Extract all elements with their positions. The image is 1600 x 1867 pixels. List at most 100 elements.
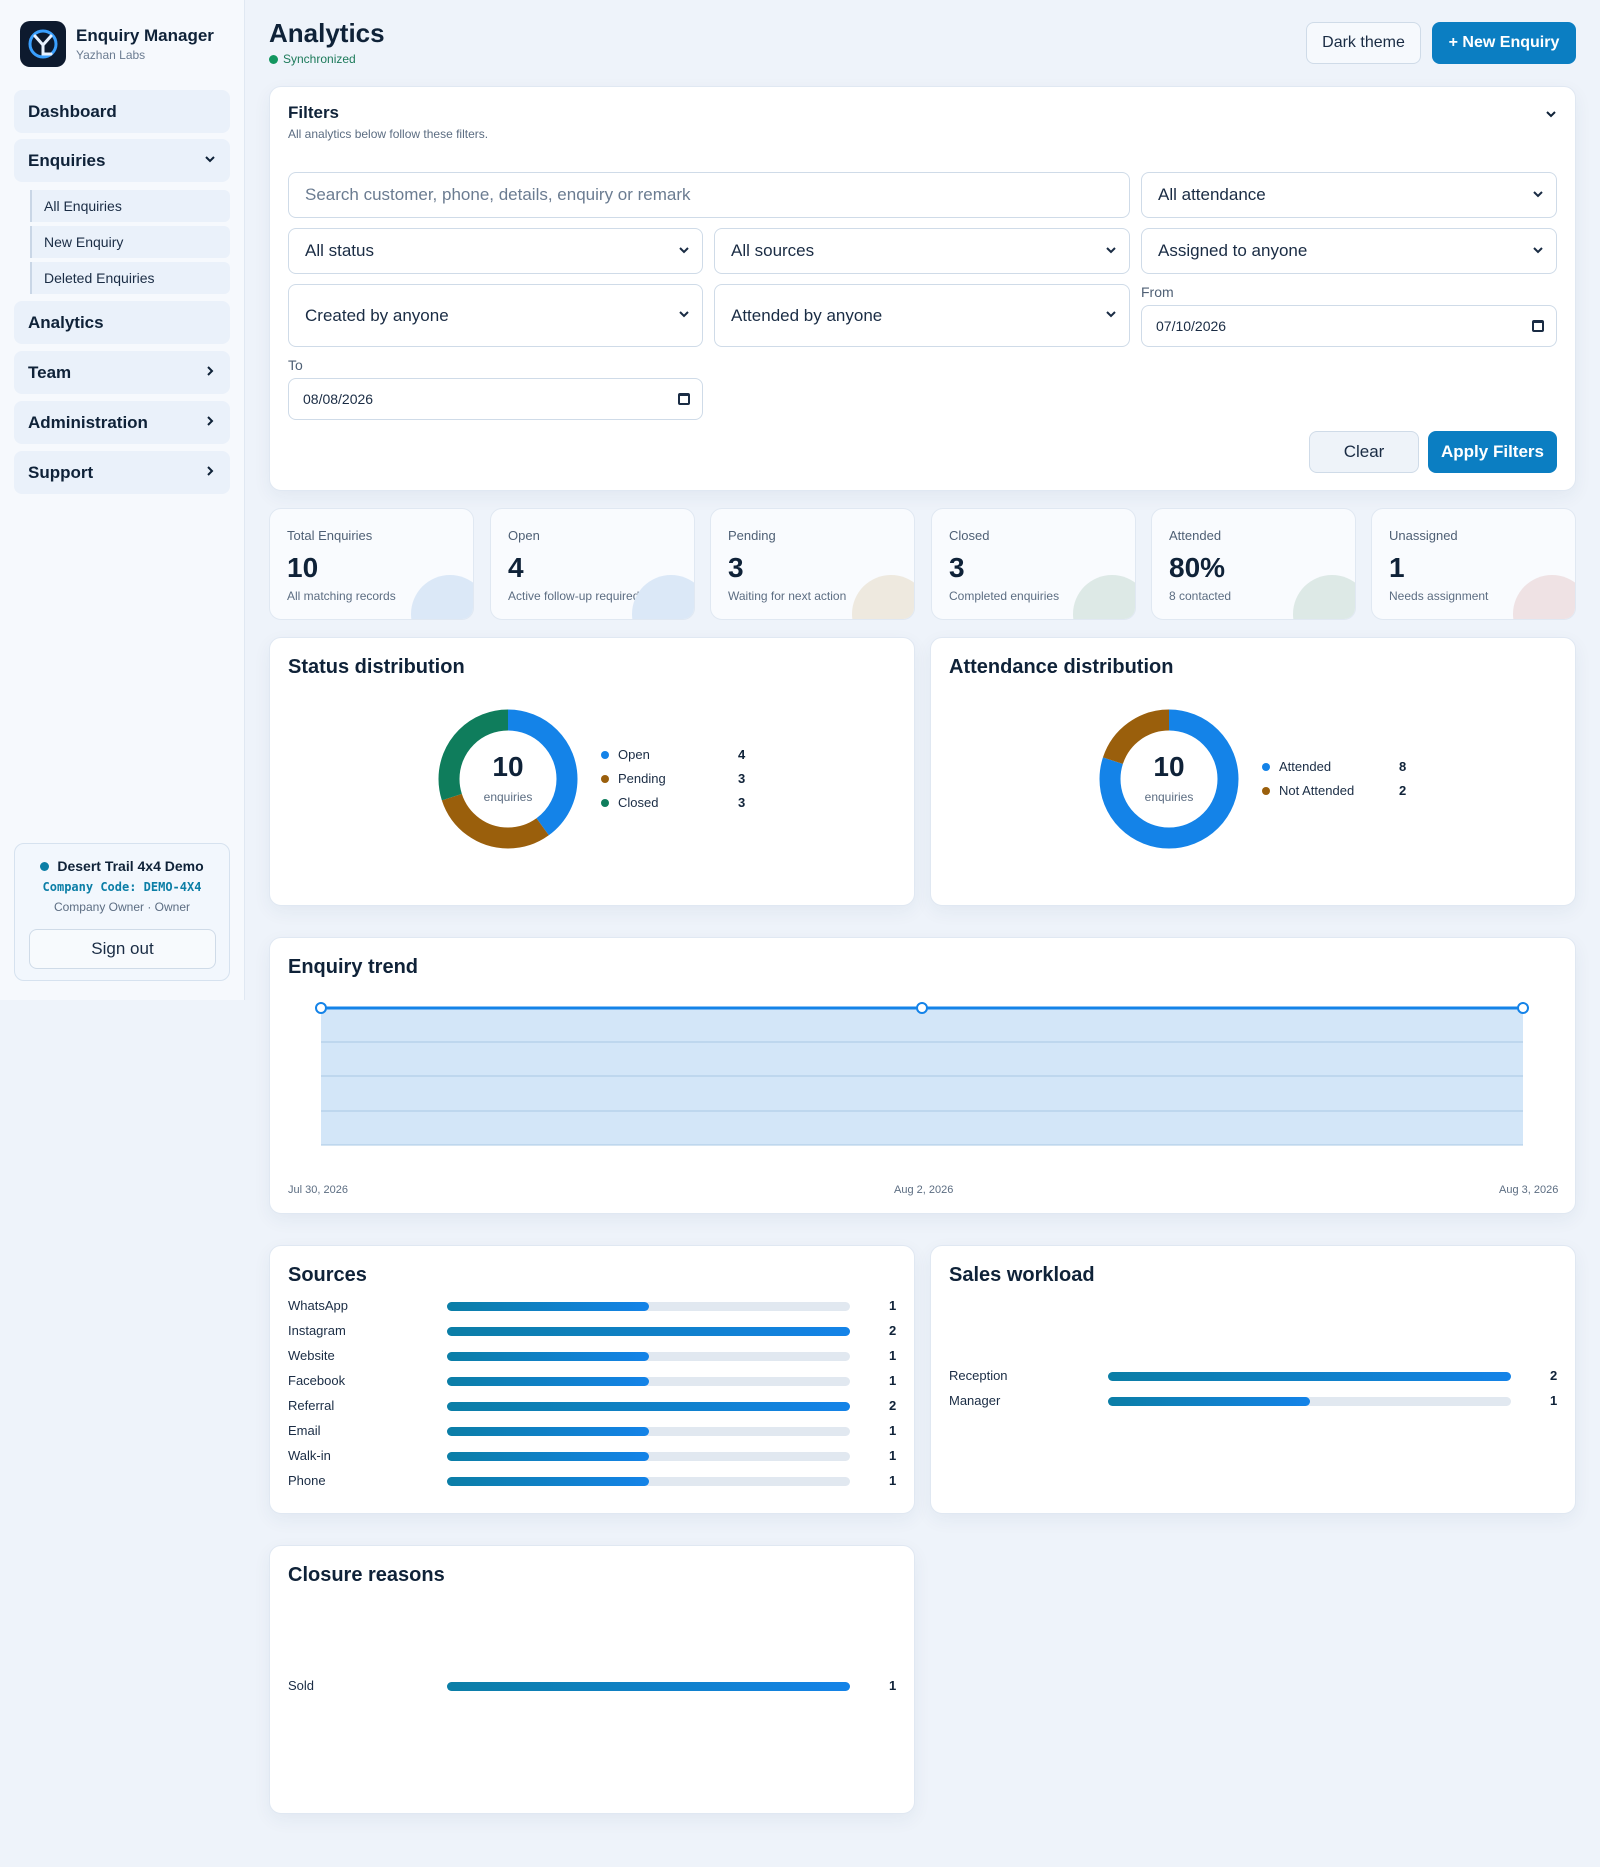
attendance-distribution-title: Attendance distribution bbox=[949, 656, 1174, 678]
stat-card-unassigned: Unassigned 1 Needs assignment bbox=[1371, 508, 1576, 620]
created-by-select-value: Created by anyone bbox=[305, 305, 449, 325]
bar-value: 2 bbox=[889, 1398, 897, 1413]
nav-support[interactable]: Support bbox=[14, 451, 230, 494]
stat-value: 3 bbox=[949, 552, 965, 583]
bar-label: Phone bbox=[288, 1473, 326, 1488]
logo-mark-icon bbox=[28, 29, 58, 59]
apply-filters-button[interactable]: Apply Filters bbox=[1428, 431, 1557, 473]
legend-value: 4 bbox=[738, 747, 746, 762]
brand: Enquiry Manager Yazhan Labs bbox=[20, 21, 214, 67]
company-card: Desert Trail 4x4 Demo Company Code: DEMO… bbox=[14, 843, 230, 981]
status-slice-pending[interactable] bbox=[438, 709, 578, 849]
bar-track bbox=[447, 1477, 850, 1486]
calendar-icon[interactable] bbox=[678, 393, 690, 405]
sources-select[interactable]: All sources bbox=[714, 228, 1130, 274]
stat-label: Unassigned bbox=[1389, 528, 1458, 543]
bar-value: 2 bbox=[889, 1323, 897, 1338]
chevron-down-icon bbox=[1532, 188, 1544, 203]
nav-sub-all-enquiries[interactable]: All Enquiries bbox=[30, 190, 230, 222]
calendar-icon[interactable] bbox=[1532, 320, 1544, 332]
sync-status-label: Synchronized bbox=[283, 52, 356, 66]
nav-sub-deleted-enquiries[interactable]: Deleted Enquiries bbox=[30, 262, 230, 294]
trend-point[interactable] bbox=[315, 1002, 327, 1014]
stat-subtext: Completed enquiries bbox=[949, 589, 1060, 603]
bar-value: 1 bbox=[889, 1373, 897, 1388]
filters-subtitle: All analytics below follow these filters… bbox=[288, 127, 489, 141]
sales-workload-title: Sales workload bbox=[949, 1264, 1095, 1286]
chevron-down-icon bbox=[1532, 244, 1544, 259]
brand-title: Enquiry Manager bbox=[76, 26, 214, 45]
trend-x-label: Aug 2, 2026 bbox=[894, 1184, 954, 1196]
stat-subtext: Needs assignment bbox=[1389, 589, 1489, 603]
bar-track bbox=[447, 1352, 850, 1361]
bar-label: Website bbox=[288, 1348, 335, 1363]
legend-swatch bbox=[601, 750, 609, 759]
assigned-select[interactable]: Assigned to anyone bbox=[1141, 228, 1557, 274]
nav-sub-new-enquiry[interactable]: New Enquiry bbox=[30, 226, 230, 258]
nav-administration[interactable]: Administration bbox=[14, 401, 230, 444]
stat-subtext: Waiting for next action bbox=[728, 589, 847, 603]
sign-out-button[interactable]: Sign out bbox=[29, 929, 216, 969]
bar-label: Walk-in bbox=[288, 1448, 331, 1463]
bar-fill bbox=[1108, 1397, 1310, 1406]
stat-subtext: All matching records bbox=[287, 589, 396, 603]
nav-sub-deleted-enquiries-label: Deleted Enquiries bbox=[44, 270, 155, 286]
nav-dashboard-label: Dashboard bbox=[28, 101, 117, 121]
bar-track bbox=[1108, 1372, 1511, 1381]
legend-item-not-attended: Not Attended bbox=[1262, 783, 1354, 798]
nav-analytics[interactable]: Analytics bbox=[14, 301, 230, 344]
legend-swatch bbox=[601, 774, 609, 783]
bar-value: 1 bbox=[889, 1348, 897, 1363]
stat-value: 80% bbox=[1169, 552, 1226, 583]
stat-card-pending: Pending 3 Waiting for next action bbox=[710, 508, 915, 620]
legend-label: Closed bbox=[618, 795, 659, 810]
bar-fill bbox=[447, 1352, 649, 1361]
to-date-input[interactable]: 08/08/2026 bbox=[288, 378, 703, 420]
stat-label: Attended bbox=[1169, 528, 1222, 543]
stat-decoration bbox=[1293, 575, 1355, 619]
attendance-select[interactable]: All attendance bbox=[1141, 172, 1557, 218]
dark-theme-button[interactable]: Dark theme bbox=[1306, 22, 1421, 64]
company-status-dot bbox=[40, 861, 50, 871]
from-label: From bbox=[1141, 284, 1174, 300]
bar-track bbox=[447, 1682, 850, 1691]
sync-dot bbox=[269, 54, 278, 64]
from-date-input[interactable]: 07/10/2026 bbox=[1141, 305, 1557, 347]
attendance-select-value: All attendance bbox=[1158, 185, 1266, 204]
attendance-donut-total: 10 bbox=[1153, 751, 1185, 782]
trend-point[interactable] bbox=[1517, 1002, 1529, 1014]
bar-fill bbox=[447, 1477, 649, 1486]
stat-card-total: Total Enquiries 10 All matching records bbox=[269, 508, 474, 620]
trend-point[interactable] bbox=[916, 1002, 928, 1014]
bar-label: Reception bbox=[949, 1368, 1008, 1383]
closure-reasons-card: Closure reasons Sold 1 bbox=[269, 1545, 915, 1814]
status-select[interactable]: All status bbox=[288, 228, 703, 274]
bar-track bbox=[447, 1427, 850, 1436]
sales-workload-card: Sales workload Reception 2 Manager 1 bbox=[930, 1245, 1576, 1514]
nav-team[interactable]: Team bbox=[14, 351, 230, 394]
search-input[interactable]: Search customer, phone, details, enquiry… bbox=[288, 172, 1130, 218]
sync-status: Synchronized bbox=[269, 52, 356, 66]
bar-fill bbox=[447, 1427, 649, 1436]
nav-dashboard[interactable]: Dashboard bbox=[14, 90, 230, 133]
attendance-slice-not-attended[interactable] bbox=[1099, 709, 1239, 849]
chevron-down-icon bbox=[1105, 244, 1117, 259]
attended-by-select[interactable]: Attended by anyone bbox=[714, 284, 1130, 347]
attendance-donut bbox=[1099, 709, 1239, 849]
nav-enquiries[interactable]: Enquiries bbox=[14, 139, 230, 182]
stat-label: Total Enquiries bbox=[287, 528, 373, 543]
created-by-select[interactable]: Created by anyone bbox=[288, 284, 703, 347]
legend-label: Open bbox=[618, 747, 650, 762]
chevron-down-icon bbox=[678, 244, 690, 259]
stat-card-attended: Attended 80% 8 contacted bbox=[1151, 508, 1356, 620]
chevron-down-icon[interactable] bbox=[1545, 107, 1557, 124]
bar-fill bbox=[447, 1682, 850, 1691]
bar-label: Manager bbox=[949, 1393, 1001, 1408]
status-slice-closed[interactable] bbox=[438, 709, 578, 849]
bar-value: 1 bbox=[889, 1448, 897, 1463]
stat-value: 10 bbox=[287, 552, 319, 583]
assigned-select-value: Assigned to anyone bbox=[1158, 241, 1308, 260]
sidebar: Enquiry Manager Yazhan Labs Dashboard En… bbox=[0, 0, 245, 1000]
clear-filters-button[interactable]: Clear bbox=[1309, 431, 1419, 473]
new-enquiry-button[interactable]: + New Enquiry bbox=[1432, 22, 1576, 64]
